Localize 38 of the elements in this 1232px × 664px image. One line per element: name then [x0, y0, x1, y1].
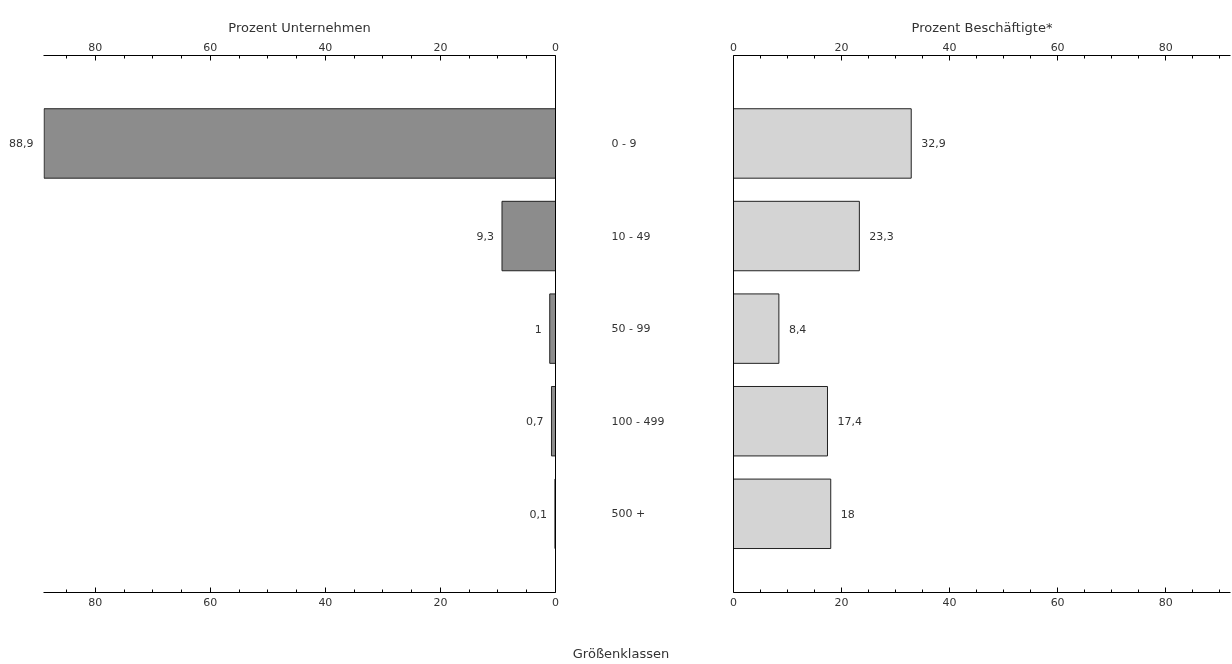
y-tick-label: 10 - 49 — [611, 229, 651, 243]
x-tick-label: 0 — [552, 595, 559, 609]
x-tick-label: 20 — [433, 595, 448, 609]
x2-tick-label: 60 — [1050, 40, 1065, 54]
x-tick-label: 40 — [942, 595, 957, 609]
x-tick-label: 20 — [834, 595, 849, 609]
data-label: 0,1 — [529, 507, 547, 521]
data-label: 23,3 — [869, 230, 894, 244]
x2-tick-label: 60 — [203, 40, 218, 54]
x2-tick-label: 40 — [942, 40, 957, 54]
data-label: 0,7 — [525, 415, 544, 429]
y-tick-label: 0 - 9 — [611, 136, 637, 150]
y-tick-label: 50 - 99 — [611, 322, 651, 336]
data-label: 8,4 — [788, 322, 807, 336]
x2-tick-label: 40 — [318, 40, 333, 54]
data-label: 17,4 — [837, 415, 862, 429]
data-label: 32,9 — [921, 137, 946, 151]
data-label: 88,9 — [9, 137, 34, 151]
x2-tick-label: 80 — [1158, 40, 1173, 54]
data-label: 1 — [534, 322, 542, 336]
x-tick-label: 80 — [88, 595, 103, 609]
x-tick-label: 80 — [1158, 595, 1173, 609]
x2-tick-label: 0 — [552, 40, 559, 54]
x2-tick-label: 80 — [88, 40, 103, 54]
text: Größenklassen — [572, 645, 670, 663]
x2-tick-label: 20 — [433, 40, 448, 54]
data-label: 18 — [840, 507, 855, 521]
x-tick-label: 60 — [203, 595, 218, 609]
y-tick-label: 100 - 499 — [611, 414, 665, 428]
x-tick-label: 60 — [1050, 595, 1065, 609]
x2-tick-label: 20 — [834, 40, 849, 54]
x-tick-label: 0 — [730, 595, 737, 609]
x2-axis-title: Prozent Beschäftigte* — [911, 19, 1053, 35]
x2-tick-label: 0 — [730, 40, 737, 54]
x2-axis-title: Prozent Unternehmen — [228, 19, 371, 35]
y-tick-label: 500 + — [611, 507, 646, 521]
data-label: 9,3 — [476, 230, 495, 244]
x-tick-label: 40 — [318, 595, 333, 609]
